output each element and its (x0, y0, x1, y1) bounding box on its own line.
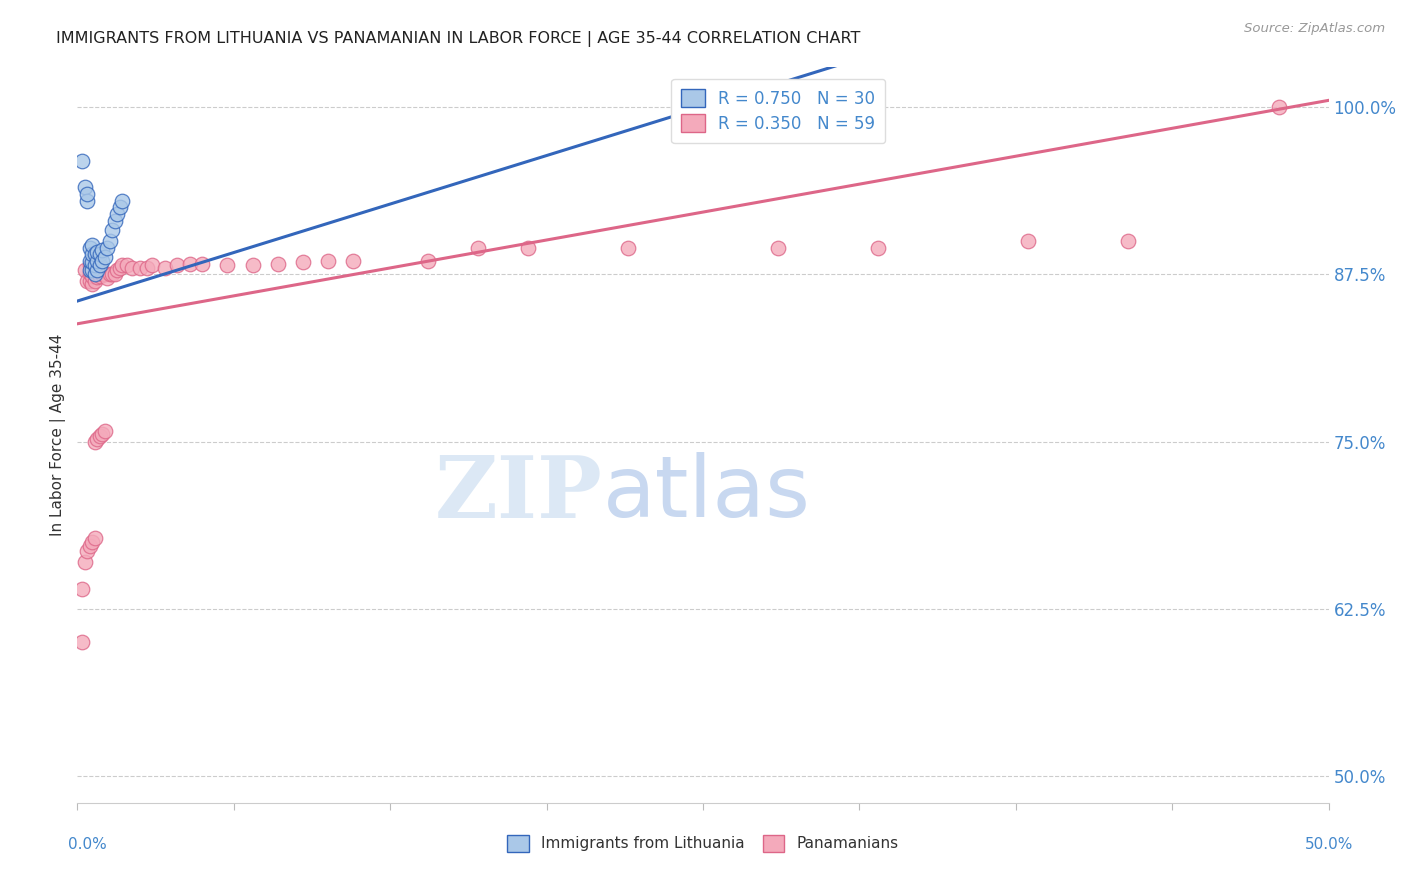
Point (86, 253, 108, 268)
Point (121, 260, 143, 275)
Point (108, 200, 131, 214)
Point (342, 253, 364, 268)
Point (83, 258, 105, 272)
Text: Source: ZipAtlas.com: Source: ZipAtlas.com (1244, 22, 1385, 36)
Point (83, 434, 105, 449)
Point (82, 247, 104, 261)
Point (94, 250, 117, 264)
Point (105, 263, 128, 277)
Point (98, 267, 121, 281)
Point (1118, 234, 1140, 248)
Point (89, 268, 111, 283)
Legend: Immigrants from Lithuania, Panamanians: Immigrants from Lithuania, Panamanians (501, 829, 905, 858)
Point (79, 274, 101, 288)
Point (82, 268, 104, 283)
Point (96, 240, 118, 254)
Point (82, 263, 104, 277)
Point (179, 256, 201, 270)
Point (105, 207, 128, 221)
Point (117, 258, 139, 272)
Point (101, 267, 124, 281)
Point (153, 260, 176, 275)
Text: IMMIGRANTS FROM LITHUANIA VS PANAMANIAN IN LABOR FORCE | AGE 35-44 CORRELATION C: IMMIGRANTS FROM LITHUANIA VS PANAMANIAN … (56, 31, 860, 47)
Point (79, 539, 101, 553)
Point (82, 534, 104, 549)
Point (617, 240, 640, 254)
Point (73, 263, 96, 277)
Point (89, 258, 111, 272)
Point (86, 244, 108, 259)
Point (79, 240, 101, 254)
Y-axis label: In Labor Force | Age 35-44: In Labor Force | Age 35-44 (51, 334, 66, 536)
Point (73, 555, 96, 569)
Point (91, 253, 114, 268)
Point (136, 260, 159, 275)
Point (79, 263, 101, 277)
Point (83, 266, 105, 280)
Point (266, 256, 288, 270)
Point (416, 253, 439, 268)
Point (242, 258, 264, 272)
Point (217, 258, 239, 272)
Point (94, 267, 117, 281)
Point (89, 260, 111, 275)
Point (89, 429, 111, 443)
Point (111, 258, 134, 272)
Point (79, 266, 101, 280)
Point (72, 582, 94, 596)
Point (516, 240, 538, 254)
Point (76, 186, 98, 201)
Point (73, 180, 96, 194)
Point (1267, 100, 1289, 114)
Point (1017, 234, 1039, 248)
Point (94, 424, 117, 438)
Point (91, 243, 114, 257)
Point (86, 269, 108, 284)
Point (76, 274, 98, 288)
Point (104, 267, 127, 281)
Point (76, 194, 98, 208)
Point (104, 213, 127, 227)
Point (79, 253, 101, 268)
Point (166, 258, 188, 272)
Point (83, 274, 105, 288)
Point (98, 234, 121, 248)
Point (191, 256, 214, 270)
Point (742, 100, 765, 114)
Text: ZIP: ZIP (434, 451, 603, 536)
Point (86, 432, 108, 446)
Point (316, 253, 339, 268)
Point (129, 260, 152, 275)
Text: 50.0%: 50.0% (1305, 838, 1353, 852)
Point (72, 153, 94, 168)
Point (766, 240, 789, 254)
Point (868, 240, 890, 254)
Point (76, 544, 98, 558)
Point (96, 271, 118, 285)
Point (108, 260, 131, 275)
Point (111, 194, 134, 208)
Text: 0.0%: 0.0% (67, 838, 107, 852)
Point (82, 237, 104, 252)
Point (79, 258, 101, 272)
Point (91, 426, 114, 441)
Point (89, 247, 111, 261)
Point (141, 258, 163, 272)
Point (82, 277, 104, 291)
Point (86, 260, 108, 275)
Point (83, 247, 105, 261)
Point (83, 267, 105, 281)
Point (72, 635, 94, 649)
Point (82, 255, 104, 269)
Point (86, 263, 108, 277)
Text: atlas: atlas (603, 452, 811, 535)
Point (101, 223, 124, 237)
Point (467, 240, 489, 254)
Point (83, 258, 105, 272)
Point (291, 255, 314, 269)
Point (91, 267, 114, 281)
Point (83, 531, 105, 545)
